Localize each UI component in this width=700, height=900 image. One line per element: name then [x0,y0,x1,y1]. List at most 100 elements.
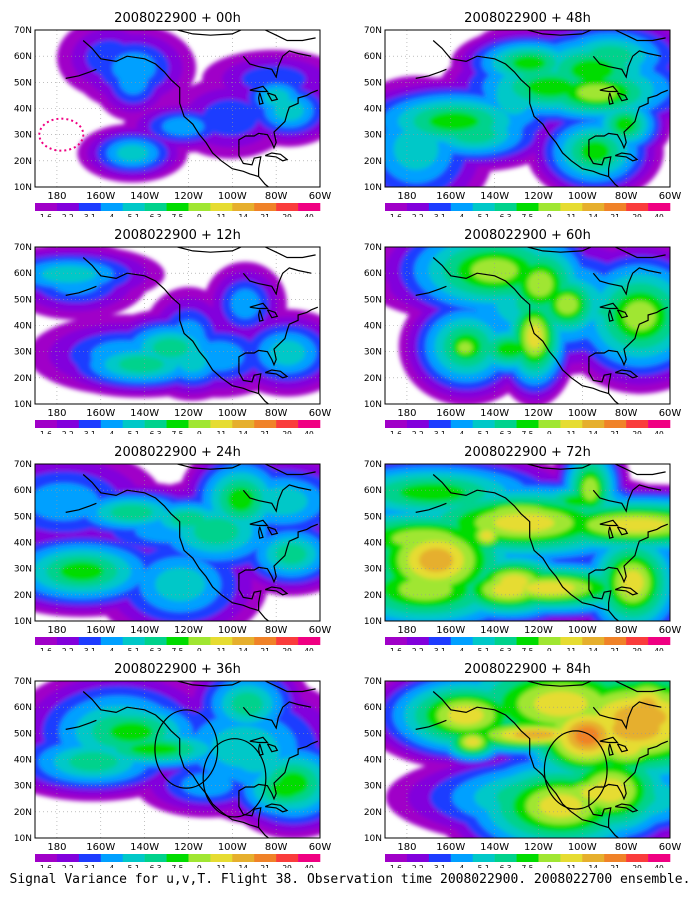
lat-tick-label: 10N [364,400,382,410]
variance-field [385,464,670,621]
lat-tick-label: 20N [364,808,382,818]
lon-tick-label: 80W [615,408,638,419]
variance-field [35,464,320,621]
lon-tick-label: 160W [436,191,465,202]
lon-tick-label: 60W [659,408,682,419]
colorbar-label: 6.3 [500,864,512,868]
lat-tick-label: 60N [14,52,32,62]
colorbar-label: 5.1 [128,864,140,868]
lon-tick-label: 180 [397,408,416,419]
lon-tick-label: 140W [480,408,509,419]
colorbar-label: 2.2 [62,213,74,217]
observation-track [38,117,85,152]
lon-tick-label: 120W [524,191,553,202]
lon-tick-label: 120W [524,408,553,419]
colorbar-label: 1.6 [390,864,402,868]
lat-tick-label: 70N [364,243,382,253]
lat-tick-label: 40N [14,105,32,115]
lon-tick-label: 100W [218,191,247,202]
colorbar-label: 9 [547,430,552,434]
colorbar-label: 3.1 [434,647,446,651]
lat-tick-label: 40N [364,756,382,766]
colorbar-label: 2.2 [62,864,74,868]
lon-tick-label: 180 [47,625,66,636]
figure-caption: Signal Variance for u,v,T. Flight 38. Ob… [9,872,691,887]
lat-tick-label: 10N [364,183,382,193]
panel-title: 2008022900 + 48h [464,11,591,26]
colorbar-label: 4 [459,647,464,651]
lat-tick-label: 60N [364,52,382,62]
lat-tick-label: 10N [14,400,32,410]
colorbar-label: 3.1 [84,647,96,651]
lat-tick-label: 20N [14,157,32,167]
colorbar-label: 29 [632,647,642,651]
lat-tick-label: 50N [14,512,32,522]
lon-tick-label: 60W [659,842,682,853]
lat-tick-label: 50N [14,78,32,88]
map-panel: 2008022900 + 48h 70N 60N 50N 40N 30N 20N 10N 180… [364,11,682,217]
lon-tick-label: 180 [47,842,66,853]
lat-tick-label: 70N [14,243,32,253]
lat-tick-label: 60N [364,703,382,713]
lon-tick-label: 140W [130,191,159,202]
lon-tick-label: 180 [397,842,416,853]
colorbar-label: 11 [217,430,227,434]
colorbar: 1.6 2.2 3.1 4 5.1 6.3 7.5 9 11 14 21 29 40 [35,420,321,434]
colorbar-label: 3.1 [84,213,96,217]
colorbar-label: 11 [217,213,227,217]
coastline [65,681,319,838]
lat-tick-label: 50N [14,295,32,305]
coastline [415,464,669,621]
colorbar-label: 7.5 [172,647,184,651]
colorbar-label: 40 [654,213,664,217]
lon-tick-label: 140W [130,625,159,636]
lat-tick-label: 50N [364,512,382,522]
map-panel-grid: 2008022900 + 00h 70N 60N 50N 40N 30N 20N 10N 180… [14,11,682,868]
colorbar-label: 29 [282,864,292,868]
colorbar: 1.6 2.2 3.1 4 5.1 6.3 7.5 9 11 14 21 29 40 [385,203,671,217]
lon-tick-label: 80W [265,625,288,636]
lon-tick-label: 80W [615,191,638,202]
lat-tick-label: 60N [14,269,32,279]
lat-tick-label: 30N [14,565,32,575]
lon-tick-label: 100W [568,408,597,419]
colorbar-label: 3.1 [84,864,96,868]
lat-tick-label: 10N [364,834,382,844]
colorbar-label: 21 [260,430,270,434]
lon-tick-label: 120W [524,842,553,853]
lon-tick-label: 120W [524,625,553,636]
lat-tick-label: 70N [14,460,32,470]
colorbar-label: 29 [282,213,292,217]
colorbar-label: 4 [459,213,464,217]
colorbar-label: 5.1 [478,647,490,651]
lat-tick-label: 20N [364,157,382,167]
colorbar-label: 6.3 [150,864,162,868]
lon-tick-label: 60W [309,408,332,419]
lon-tick-label: 160W [86,842,115,853]
colorbar-label: 14 [588,864,598,868]
panel-title: 2008022900 + 24h [114,445,241,460]
map-panel: 2008022900 + 84h 70N 60N 50N 40N 30N 20N 10N 180… [364,662,682,868]
colorbar-label: 9 [197,430,202,434]
colorbar-label: 21 [610,213,620,217]
colorbar-label: 1.6 [390,430,402,434]
lat-tick-label: 40N [14,539,32,549]
colorbar-label: 40 [304,864,314,868]
colorbar-label: 14 [588,430,598,434]
coastline [415,681,669,838]
lat-tick-label: 50N [14,729,32,739]
lat-tick-label: 30N [14,131,32,141]
colorbar-label: 40 [654,864,664,868]
lon-tick-label: 180 [397,625,416,636]
lat-tick-label: 30N [14,782,32,792]
panel-title: 2008022900 + 12h [114,228,241,243]
lat-tick-label: 70N [364,460,382,470]
lon-tick-label: 120W [174,625,203,636]
colorbar-label: 21 [610,430,620,434]
colorbar-label: 7.5 [522,430,534,434]
colorbar-label: 9 [547,213,552,217]
colorbar-label: 2.2 [62,430,74,434]
colorbar-label: 11 [567,213,577,217]
colorbar-label: 9 [547,864,552,868]
lat-tick-label: 60N [364,486,382,496]
